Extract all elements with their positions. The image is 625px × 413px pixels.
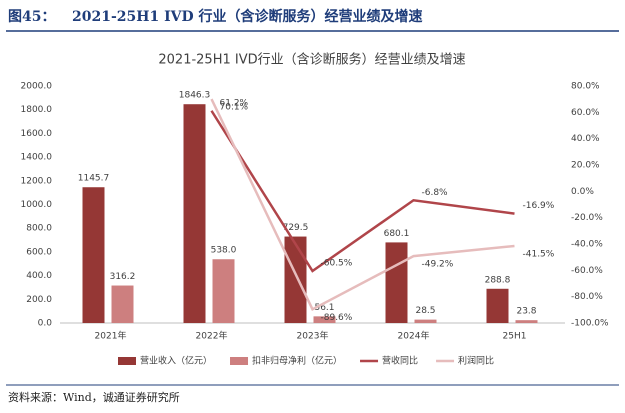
bar-label: 23.8 (516, 307, 536, 317)
y2-tick-label: 0.0% (571, 187, 594, 197)
y-tick-label: 200.0 (26, 295, 52, 305)
bar-label: 680.1 (384, 229, 410, 239)
y-tick-label: 0.0 (38, 319, 53, 329)
y2-tick-label: 20.0% (571, 161, 600, 171)
y2-tick-label: 80.0% (571, 82, 600, 92)
bar-label: 28.5 (415, 306, 435, 316)
y-tick-label: 1600.0 (21, 129, 53, 139)
y-tick-label: 400.0 (26, 271, 52, 281)
bar (313, 316, 336, 323)
y-tick-label: 800.0 (26, 224, 52, 234)
chart-title: 2021-25H1 IVD行业（含诊断服务）经营业绩及增速 (158, 52, 465, 68)
figure-title: 2021-25H1 IVD 行业（含诊断服务）经营业绩及增速 (72, 8, 423, 25)
figure-label: 图45： (8, 9, 55, 25)
y-tick-label: 600.0 (26, 247, 52, 257)
line-label: 70.1% (220, 103, 249, 113)
y2-tick-label: 60.0% (571, 108, 600, 118)
bar-label: 1846.3 (179, 91, 211, 101)
bar (111, 285, 134, 323)
y-tick-label: 1400.0 (21, 153, 53, 163)
x-tick-label: 2024年 (398, 330, 430, 342)
y2-tick-label: 40.0% (571, 134, 600, 144)
legend-label: 营业收入（亿元） (140, 355, 212, 367)
bar (515, 320, 538, 323)
legend-label: 营收同比 (382, 355, 418, 367)
bar-label: 729.5 (283, 223, 309, 233)
legend-swatch (118, 357, 136, 365)
bar (385, 242, 408, 323)
line-label: -6.8% (422, 188, 449, 198)
bar-label: 316.2 (110, 272, 136, 282)
legend-swatch (230, 357, 249, 365)
x-tick-label: 2023年 (297, 330, 329, 342)
line-label: -60.5% (321, 258, 353, 268)
y2-tick-label: -20.0% (571, 213, 603, 223)
line-label: -89.6% (321, 313, 353, 323)
y-tick-label: 1000.0 (21, 200, 53, 210)
legend-label: 利润同比 (458, 355, 494, 367)
bar-label: 1145.7 (78, 174, 110, 184)
line-label: -49.2% (422, 260, 454, 270)
bar (486, 288, 509, 323)
x-tick-label: 2022年 (196, 330, 228, 342)
bar (414, 319, 437, 323)
bar-label: 288.8 (485, 275, 511, 285)
y2-tick-label: -60.0% (571, 266, 603, 276)
bar (284, 236, 307, 323)
bar-label: 56.1 (314, 303, 334, 313)
bar (82, 187, 105, 323)
bar (212, 259, 235, 323)
y-tick-label: 1200.0 (21, 176, 53, 186)
bar (183, 104, 206, 324)
y-tick-label: 1800.0 (21, 105, 53, 115)
x-tick-label: 25H1 (503, 332, 527, 342)
line (210, 110, 515, 273)
line-label: -16.9% (523, 201, 555, 211)
y2-tick-label: -80.0% (571, 292, 603, 302)
source: 资料来源：Wind，诚通证券研究所 (8, 390, 180, 404)
line (210, 98, 515, 312)
line-label: 61.2% (220, 98, 249, 108)
x-tick-label: 2021年 (95, 330, 127, 342)
line-label: -41.5% (523, 249, 555, 259)
legend-label: 扣非归母净利（亿元） (252, 355, 342, 367)
bar-label: 538.0 (211, 246, 237, 256)
y2-tick-label: -40.0% (571, 240, 603, 250)
y-tick-label: 2000.0 (21, 82, 53, 92)
y2-tick-label: -100.0% (571, 319, 609, 329)
